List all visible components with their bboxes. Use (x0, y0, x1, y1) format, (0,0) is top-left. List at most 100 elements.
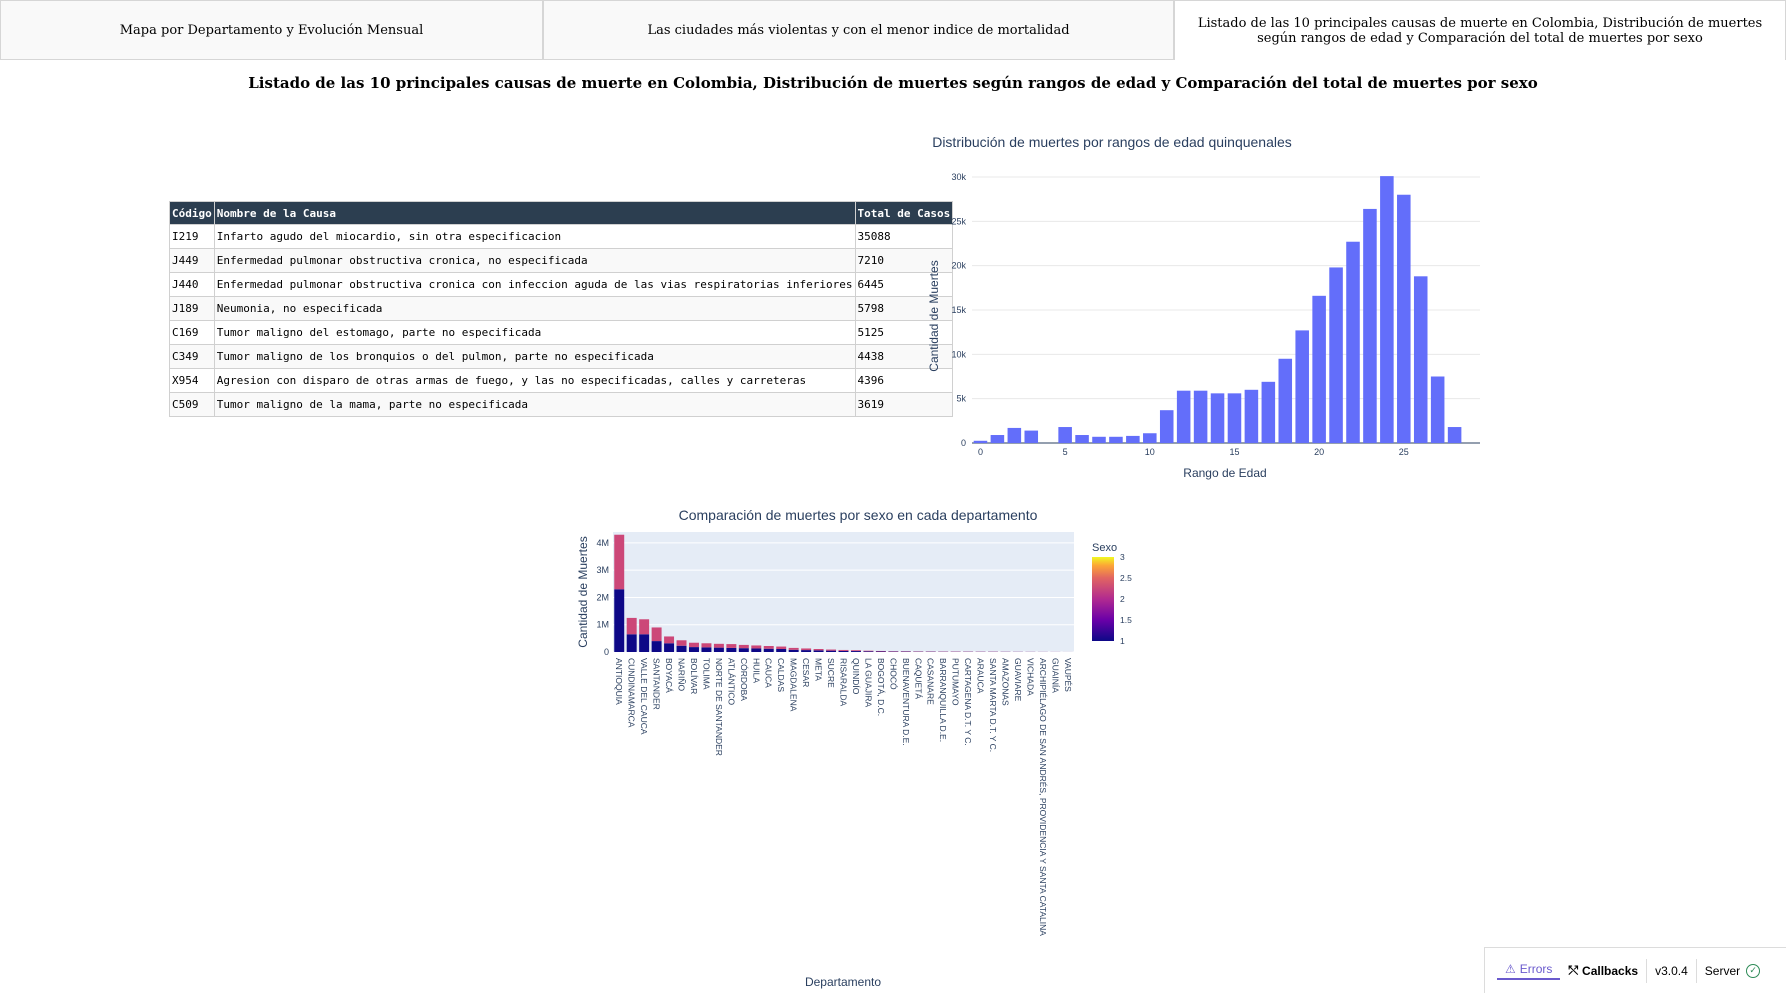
cell-cause[interactable]: Enfermedad pulmonar obstructiva cronica … (213, 272, 856, 297)
chart-title: Comparación de muertes por sexo en cada … (679, 507, 1038, 523)
cell-cause[interactable]: Tumor maligno de los bronquios o del pul… (213, 344, 856, 369)
cell-total[interactable]: 4438 (854, 344, 954, 369)
bar (1363, 208, 1377, 443)
bar-segment-sex-2 (726, 644, 737, 648)
y-tick-label: 1M (596, 620, 609, 630)
header-total-casos[interactable]: Total de Casos (854, 201, 954, 225)
bar-segment-sex-1 (788, 649, 799, 652)
x-axis-title: Rango de Edad (1183, 466, 1266, 480)
x-tick-label: ARAUCA (976, 658, 986, 694)
tab-mapa-departamento[interactable]: Mapa por Departamento y Evolución Mensua… (0, 0, 543, 60)
header-codigo[interactable]: Código (169, 201, 215, 225)
cell-code[interactable]: J449 (169, 248, 215, 273)
bar (1295, 330, 1309, 443)
warning-icon: ⚠ (1505, 961, 1516, 976)
sex-comparison-chart[interactable]: Comparación de muertes por sexo en cada … (570, 503, 1140, 993)
x-tick-label: VAUPÉS (1063, 658, 1073, 692)
bar-segment-sex-1 (614, 589, 625, 652)
header-nombre-causa[interactable]: Nombre de la Causa (213, 201, 856, 225)
x-tick-label: TOLIMA (701, 658, 711, 690)
bar-segment-sex-1 (751, 648, 762, 652)
bar (1024, 430, 1039, 443)
bar-segment-sex-2 (614, 534, 625, 590)
bar (1159, 410, 1174, 443)
colorbar-tick-label: 1.5 (1120, 615, 1132, 625)
bar (1312, 295, 1326, 443)
x-tick-label: 15 (1229, 447, 1239, 457)
x-tick-label: ANTIOQUIA (614, 658, 624, 705)
age-distribution-chart[interactable]: Distribución de muertes por rangos de ed… (920, 125, 1500, 485)
bar-segment-sex-2 (788, 647, 799, 650)
bar-segment-sex-2 (801, 648, 812, 651)
cell-cause[interactable]: Enfermedad pulmonar obstructiva cronica,… (213, 248, 856, 273)
bar-segment-sex-1 (726, 647, 737, 652)
check-circle-icon: ✓ (1746, 963, 1761, 978)
x-tick-label: ARCHIPIÉLAGO DE SAN ANDRÉS, PROVIDENCIA … (1038, 658, 1048, 936)
y-tick-label: 3M (596, 565, 609, 575)
colorbar-tick-label: 1 (1120, 636, 1125, 646)
server-status: Server ✓ (1697, 948, 1768, 993)
callbacks-button[interactable]: ⤲ Callbacks (1560, 948, 1646, 993)
x-tick-label: 25 (1399, 447, 1409, 457)
cell-code[interactable]: J440 (169, 272, 215, 297)
bar (1397, 194, 1411, 443)
bar (1244, 389, 1259, 443)
bar (1193, 390, 1208, 443)
table-row: I219 Infarto agudo del miocardio, sin ot… (169, 224, 954, 249)
cell-code[interactable]: J189 (169, 296, 215, 321)
x-tick-label: GUAVIARE (1013, 658, 1023, 702)
x-tick-label: RISARALDA (839, 658, 849, 707)
bar (1278, 358, 1293, 443)
cell-total[interactable]: 6445 (854, 272, 954, 297)
bar (1109, 436, 1123, 443)
bar-segment-sex-2 (676, 640, 687, 646)
cell-code[interactable]: C349 (169, 344, 215, 369)
x-tick-label: 20 (1314, 447, 1324, 457)
y-tick-label: 0 (961, 438, 966, 448)
dash-debug-menu: ⚠ Errors ⤲ Callbacks v3.0.4 Server ✓ (1484, 947, 1786, 993)
y-tick-label: 5k (956, 394, 966, 404)
divider (1646, 958, 1648, 983)
bar-segment-sex-1 (813, 650, 824, 652)
cell-cause[interactable]: Neumonia, no especificada (213, 296, 856, 321)
bar (1058, 427, 1072, 443)
cell-code[interactable]: C509 (169, 392, 215, 417)
bar-segment-sex-2 (738, 644, 749, 649)
bar-segment-sex-2 (850, 650, 861, 652)
bar (1176, 390, 1191, 443)
table-row: J440 Enfermedad pulmonar obstructiva cro… (169, 272, 954, 297)
bar (1346, 241, 1360, 443)
table-row: X954 Agresion con disparo de otras armas… (169, 368, 954, 393)
table-row: C509 Tumor maligno de la mama, parte no … (169, 392, 954, 417)
cell-total[interactable]: 3619 (854, 392, 954, 417)
cell-code[interactable]: X954 (169, 368, 215, 393)
cell-total[interactable]: 5125 (854, 320, 954, 345)
x-tick-label: VALLE DEL CAUCA (639, 658, 649, 735)
bar (1227, 393, 1242, 443)
x-tick-label: BOGOTÁ, D.C. (876, 658, 886, 716)
cell-cause[interactable]: Agresion con disparo de otras armas de f… (213, 368, 856, 393)
x-tick-label: CALDAS (776, 658, 786, 692)
cell-cause[interactable]: Tumor maligno del estomago, parte no esp… (213, 320, 856, 345)
cell-code[interactable]: C169 (169, 320, 215, 345)
cell-cause[interactable]: Tumor maligno de la mama, parte no espec… (213, 392, 856, 417)
cell-code[interactable]: I219 (169, 224, 215, 249)
bar-segment-sex-1 (863, 651, 874, 652)
bar-segment-sex-2 (763, 646, 774, 649)
x-tick-label: GUAINÍA (1050, 658, 1060, 693)
colorbar-tick-label: 2 (1120, 594, 1125, 604)
x-tick-label: ATLÁNTICO (726, 658, 736, 705)
tab-causas-muerte[interactable]: Listado de las 10 principales causas de … (1174, 0, 1786, 60)
tab-ciudades-violentas[interactable]: Las ciudades más violentas y con el meno… (543, 0, 1174, 60)
table-row: C349 Tumor maligno de los bronquios o de… (169, 344, 954, 369)
x-tick-label: BUENAVENTURA D.E. (901, 658, 911, 746)
errors-button[interactable]: ⚠ Errors (1497, 961, 1561, 980)
bar-segment-sex-1 (639, 634, 650, 652)
y-axis-title: Cantidad de Muertes (927, 260, 941, 371)
cell-total[interactable]: 35088 (854, 224, 954, 249)
causes-table: Código Nombre de la Causa Total de Casos… (169, 201, 954, 417)
x-tick-label: VICHADA (1025, 658, 1035, 696)
cell-cause[interactable]: Infarto agudo del miocardio, sin otra es… (213, 224, 856, 249)
bar-segment-sex-2 (701, 643, 712, 648)
x-tick-label: CAQUETÁ (913, 658, 923, 699)
